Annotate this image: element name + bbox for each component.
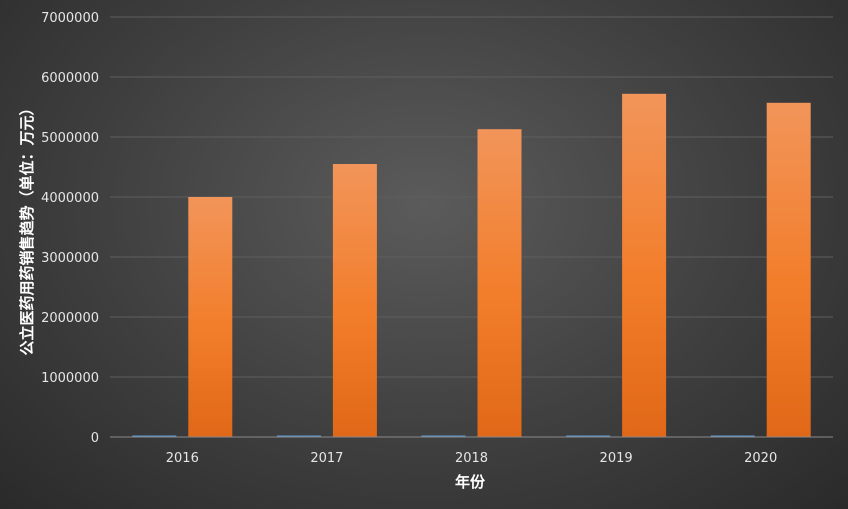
- x-axis-title: 年份: [455, 473, 486, 491]
- x-tick-label: 2017: [310, 451, 343, 466]
- bar-2017-series1: [276, 435, 321, 437]
- bar-2016-series2: [188, 197, 233, 437]
- bar-2018-series1: [421, 435, 466, 437]
- bar-2019-series1: [566, 435, 611, 437]
- bar-2018-series2: [477, 129, 522, 437]
- y-tick-label: 7000000: [41, 11, 99, 26]
- y-tick-label: 3000000: [41, 251, 99, 266]
- y-tick-label: 2000000: [41, 311, 99, 326]
- y-tick-label: 4000000: [41, 191, 99, 206]
- y-tick-label: 0: [91, 431, 99, 446]
- bar-2016-series1: [132, 435, 177, 437]
- x-tick-label: 2018: [455, 451, 488, 466]
- bar-2020-series2: [766, 102, 811, 438]
- x-tick-label: 2020: [744, 451, 777, 466]
- bar-2019-series2: [622, 93, 667, 438]
- y-axis-title: 公立医药用药销售趋势（单位：万元）: [18, 100, 36, 355]
- x-tick-label: 2016: [166, 451, 199, 466]
- y-tick-label: 6000000: [41, 71, 99, 86]
- x-tick-label: 2019: [600, 451, 633, 466]
- bar-2017-series2: [332, 164, 377, 437]
- bar-2020-series1: [710, 435, 755, 437]
- y-tick-label: 1000000: [41, 371, 99, 386]
- y-tick-label: 5000000: [41, 131, 99, 146]
